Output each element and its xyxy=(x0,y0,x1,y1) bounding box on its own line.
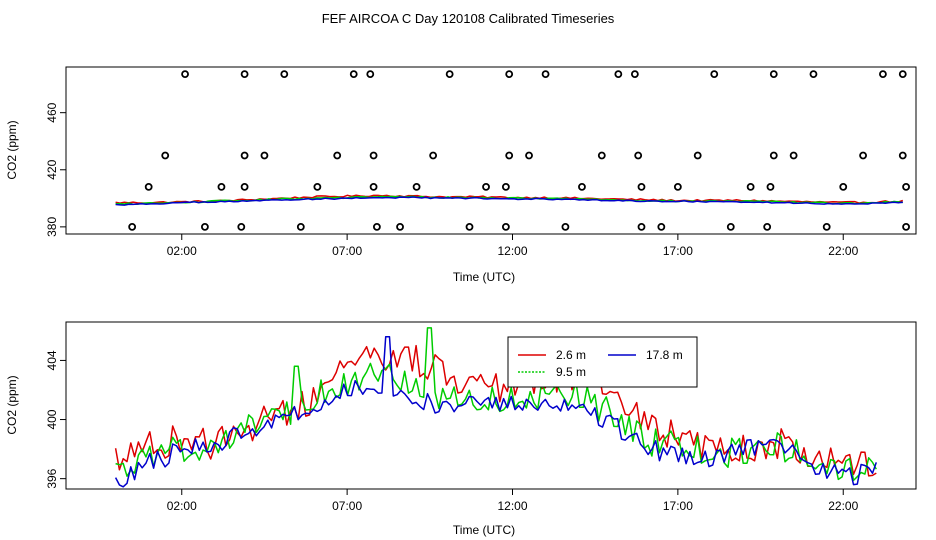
calibration-marker xyxy=(445,70,454,79)
calibration-marker xyxy=(789,151,798,160)
calibration-marker xyxy=(822,222,831,231)
calibration-marker xyxy=(240,151,249,160)
panel-top-xtick-label: 22:00 xyxy=(828,244,858,258)
calibration-marker xyxy=(769,151,778,160)
calibration-marker xyxy=(429,151,438,160)
calibration-marker xyxy=(763,222,772,231)
panel-bottom-ylabel: CO2 (ppm) xyxy=(5,375,19,434)
calibration-marker xyxy=(766,182,775,191)
calibration-marker xyxy=(369,182,378,191)
calibration-marker xyxy=(217,182,226,191)
calibration-marker xyxy=(525,151,533,160)
calibration-marker xyxy=(809,70,818,79)
calibration-marker xyxy=(349,70,358,79)
calibration-marker xyxy=(561,222,570,231)
panel-bottom-axes: 02:00 07:00 12:00 17:00 22:00 396 400 404 xyxy=(45,350,859,513)
calibration-marker xyxy=(710,70,719,79)
legend-label-9-5m: 9.5 m xyxy=(556,365,586,379)
calibration-marker xyxy=(333,151,342,160)
panel-bottom-series-17-8-m xyxy=(114,336,878,488)
panel-top-xtick-label: 07:00 xyxy=(332,244,362,258)
legend: 2.6 m 17.8 m 9.5 m xyxy=(507,336,698,388)
calibration-marker xyxy=(260,151,269,160)
panel-bottom-xlabel: Time (UTC) xyxy=(453,523,515,537)
panel-top-ytick-label: 380 xyxy=(45,217,59,237)
panel-top: CO2 (ppm) Time (UTC) 02:00 07:00 12:00 17:0… xyxy=(5,66,917,284)
calibration-marker xyxy=(280,70,289,79)
calibration-marker xyxy=(144,182,153,191)
panel-bottom-frame xyxy=(65,321,917,490)
calibration-marker xyxy=(505,151,514,160)
panel-top-xtick-label: 17:00 xyxy=(663,244,693,258)
calibration-marker xyxy=(296,222,305,231)
panel-top-marks xyxy=(115,70,910,231)
panel-top-series-17-8-m xyxy=(115,196,903,206)
calibration-marker xyxy=(769,70,778,79)
calibration-marker xyxy=(693,151,702,160)
calibration-marker xyxy=(902,182,910,191)
calibration-marker xyxy=(898,151,907,160)
calibration-marker xyxy=(879,70,887,79)
calibration-marker xyxy=(128,222,137,231)
calibration-marker xyxy=(240,70,249,79)
panel-top-axes: 02:00 07:00 12:00 17:00 22:00 380 420 460 xyxy=(45,102,859,258)
legend-label-17-8m: 17.8 m xyxy=(646,348,683,362)
calibration-marker xyxy=(369,151,378,160)
calibration-marker xyxy=(630,70,639,79)
calibration-marker xyxy=(181,70,189,79)
calibration-marker xyxy=(465,222,474,231)
panel-bottom-ytick-label: 396 xyxy=(45,468,59,488)
calibration-marker xyxy=(746,182,755,191)
calibration-marker xyxy=(240,182,249,191)
panel-bottom-xtick-label: 02:00 xyxy=(167,499,197,513)
panel-bottom: CO2 (ppm) Time (UTC) 02:00 07:00 12:00 17:0… xyxy=(5,321,917,537)
panel-top-ytick-label: 460 xyxy=(45,102,59,122)
panel-bottom-series-9-5-m xyxy=(115,327,877,482)
calibration-marker xyxy=(898,70,907,79)
calibration-marker xyxy=(597,151,606,160)
calibration-marker xyxy=(372,222,381,231)
calibration-marker xyxy=(839,182,848,191)
calibration-marker xyxy=(614,70,623,79)
calibration-marker xyxy=(637,182,646,191)
calibration-marker xyxy=(237,222,246,231)
calibration-marker xyxy=(161,151,170,160)
legend-label-2-6m: 2.6 m xyxy=(556,348,586,362)
calibration-marker xyxy=(366,70,375,79)
calibration-marker xyxy=(201,222,209,231)
calibration-marker xyxy=(482,182,490,191)
panel-top-ylabel: CO2 (ppm) xyxy=(5,120,19,179)
calibration-marker xyxy=(859,151,867,160)
calibration-marker xyxy=(541,70,550,79)
calibration-marker xyxy=(902,222,910,231)
calibration-marker xyxy=(313,182,322,191)
calibration-marker xyxy=(501,182,510,191)
panel-top-frame xyxy=(65,66,917,235)
legend-box xyxy=(507,336,698,388)
panel-top-xtick-label: 12:00 xyxy=(497,244,527,258)
panel-top-xlabel: Time (UTC) xyxy=(453,270,515,284)
panel-bottom-xtick-label: 12:00 xyxy=(497,499,527,513)
panel-bottom-ytick-label: 400 xyxy=(45,409,59,429)
calibration-marker xyxy=(412,182,421,191)
panel-top-xtick-label: 02:00 xyxy=(167,244,197,258)
calibration-marker xyxy=(673,182,682,191)
calibration-marker xyxy=(634,151,643,160)
calibration-marker xyxy=(505,70,514,79)
panel-bottom-xtick-label: 17:00 xyxy=(663,499,693,513)
figure-title: FEF AIRCOA C Day 120108 Calibrated Times… xyxy=(322,11,615,26)
panel-bottom-series-2-6-m xyxy=(114,344,877,477)
calibration-marker xyxy=(637,222,646,231)
calibration-marker xyxy=(501,222,510,231)
panel-bottom-marks xyxy=(114,327,878,488)
panel-bottom-xtick-label: 22:00 xyxy=(828,499,858,513)
panel-bottom-ytick-label: 404 xyxy=(45,350,59,370)
calibration-marker xyxy=(657,222,666,231)
calibration-marker xyxy=(726,222,735,231)
panel-top-ytick-label: 420 xyxy=(45,159,59,179)
calibration-marker xyxy=(578,182,586,191)
panel-bottom-xtick-label: 07:00 xyxy=(332,499,362,513)
calibration-marker xyxy=(396,222,404,231)
